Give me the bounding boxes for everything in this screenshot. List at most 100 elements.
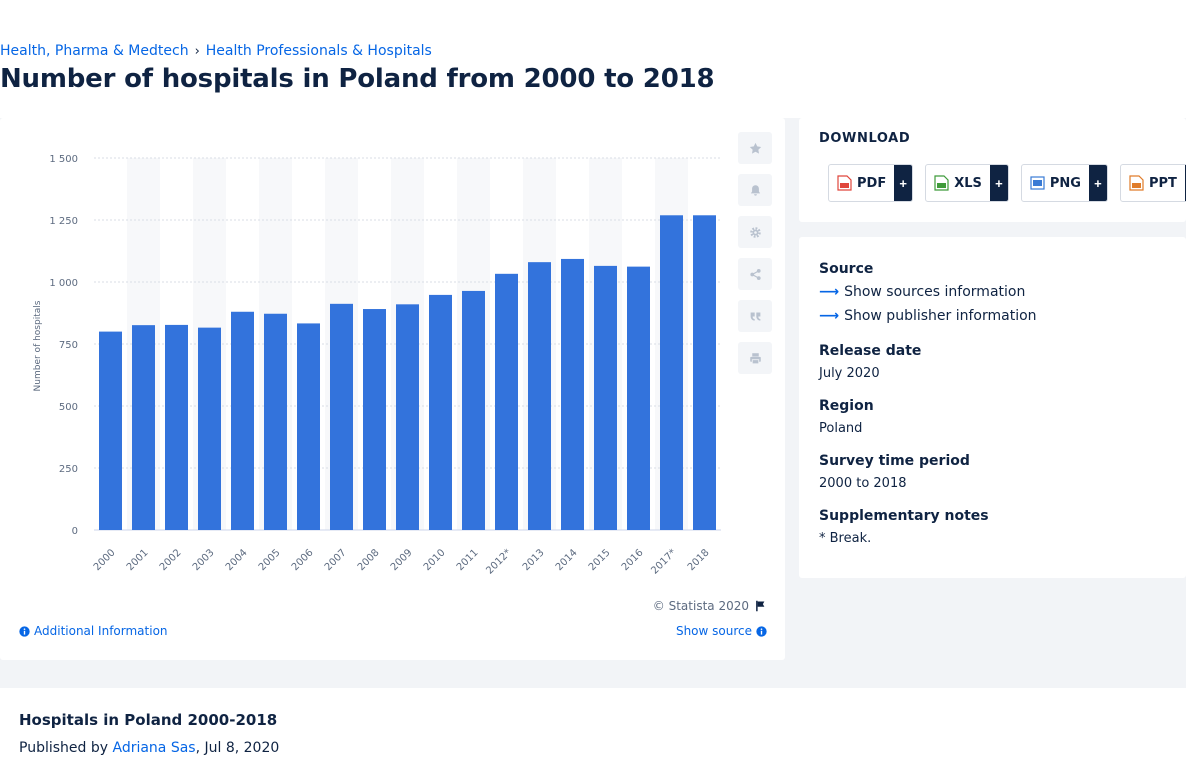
chart-bar xyxy=(165,324,188,530)
chart-bar xyxy=(693,215,716,530)
print-button[interactable] xyxy=(738,342,772,374)
download-png-button[interactable]: PNG + xyxy=(1020,164,1108,202)
survey-period-label: Survey time period xyxy=(819,453,970,469)
chart-bar xyxy=(528,262,551,530)
show-publisher-link[interactable]: ⟶ Show publisher information xyxy=(819,308,1037,324)
chart-bar xyxy=(264,313,287,530)
published-by-label: Published by xyxy=(19,740,109,756)
chart-bar xyxy=(660,215,683,530)
png-label: PNG xyxy=(1049,175,1081,191)
publication-title: Hospitals in Poland 2000-2018 xyxy=(19,711,278,729)
source-label: Source xyxy=(819,261,874,277)
publication-byline: Published by Adriana Sas, Jul 8, 2020 xyxy=(19,740,279,756)
ppt-label: PPT xyxy=(1148,175,1177,191)
x-tick-label: 2001 xyxy=(125,547,151,573)
x-tick-label: 2012* xyxy=(484,547,513,576)
x-tick-label: 2010 xyxy=(422,547,448,573)
settings-button[interactable] xyxy=(738,216,772,248)
top-band xyxy=(0,0,1186,118)
x-tick-label: 2008 xyxy=(356,547,382,573)
supplementary-notes-label: Supplementary notes xyxy=(819,508,989,524)
statistic-info-panel: Source ⟶ Show sources information ⟶ Show… xyxy=(799,237,1186,578)
additional-information-link[interactable]: Additional Information xyxy=(19,624,168,638)
chart-bar xyxy=(363,309,386,530)
region-value: Poland xyxy=(819,421,863,436)
region-label: Region xyxy=(819,398,874,414)
bell-icon xyxy=(750,184,760,196)
x-tick-label: 2013 xyxy=(521,547,547,573)
x-tick-label: 2016 xyxy=(620,547,646,573)
x-tick-label: 2009 xyxy=(389,547,415,573)
y-axis-title: Number of hospitals xyxy=(33,300,43,391)
chart-bar xyxy=(396,304,419,530)
arrow-right-icon: ⟶ xyxy=(819,284,840,300)
release-date-label: Release date xyxy=(819,343,922,359)
show-source-link[interactable]: Show source xyxy=(676,624,767,638)
pdf-plus-badge: + xyxy=(894,165,913,201)
cite-button[interactable] xyxy=(738,300,772,332)
breadcrumb-item-health-professionals[interactable]: Health Professionals & Hospitals xyxy=(205,43,432,59)
chart-bar xyxy=(495,273,518,530)
favorite-button[interactable] xyxy=(738,132,772,164)
ppt-file-icon xyxy=(1129,175,1144,191)
pdf-label: PDF xyxy=(857,175,887,191)
share-button[interactable] xyxy=(738,258,772,290)
print-icon xyxy=(749,352,761,364)
xls-label: XLS xyxy=(954,175,982,191)
show-sources-link[interactable]: ⟶ Show sources information xyxy=(819,284,1025,300)
pdf-file-icon xyxy=(837,175,852,191)
x-tick-label: 2015 xyxy=(587,547,613,573)
alert-button[interactable] xyxy=(738,174,772,206)
supplementary-notes-value: * Break. xyxy=(819,531,872,546)
info-circle-icon xyxy=(756,625,767,637)
share-icon xyxy=(749,268,761,280)
download-xls-button[interactable]: XLS + xyxy=(925,164,1009,202)
y-tick-label: 0 xyxy=(72,526,78,537)
png-plus-badge: + xyxy=(1088,165,1107,201)
png-file-icon xyxy=(1030,176,1045,190)
breadcrumb-item-health[interactable]: Health, Pharma & Medtech xyxy=(0,43,189,59)
page-title: Number of hospitals in Poland from 2000 … xyxy=(0,64,715,94)
x-tick-label: 2003 xyxy=(191,547,217,573)
y-tick-label: 500 xyxy=(59,402,78,413)
author-link[interactable]: Adriana Sas xyxy=(112,740,196,756)
show-source-label: Show source xyxy=(675,624,752,638)
chart-bar xyxy=(561,258,584,530)
copyright-notice: © Statista 2020 xyxy=(653,599,767,613)
y-tick-label: 250 xyxy=(59,464,78,475)
chart-bar xyxy=(462,290,485,530)
chart-bar xyxy=(297,323,320,530)
x-tick-label: 2006 xyxy=(290,547,316,573)
show-sources-label: Show sources information xyxy=(844,284,1026,300)
y-tick-label: 1 500 xyxy=(49,154,78,165)
chart-bar xyxy=(231,311,254,530)
x-tick-label: 2017* xyxy=(649,547,678,576)
download-pdf-button[interactable]: PDF + xyxy=(828,164,914,202)
gear-icon xyxy=(749,226,761,238)
x-tick-label: 2000 xyxy=(92,547,118,573)
x-tick-label: 2011 xyxy=(455,547,481,573)
xls-file-icon xyxy=(934,175,949,191)
y-tick-label: 1 250 xyxy=(49,216,78,227)
additional-information-label: Additional Information xyxy=(34,624,168,638)
survey-period-value: 2000 to 2018 xyxy=(819,476,907,491)
download-panel: DOWNLOAD PDF + XLS + PNG + PPT + xyxy=(799,118,1186,222)
download-title: DOWNLOAD xyxy=(819,131,911,146)
flag-icon[interactable] xyxy=(755,600,767,612)
breadcrumb: Health, Pharma & Medtech › Health Professi… xyxy=(0,43,432,59)
publication-date: , Jul 8, 2020 xyxy=(195,740,280,756)
chart-bar xyxy=(594,265,617,530)
download-ppt-button[interactable]: PPT + xyxy=(1119,164,1186,202)
quote-icon xyxy=(750,311,760,321)
chart-bar xyxy=(330,303,353,530)
download-buttons: PDF + XLS + PNG + PPT + xyxy=(828,164,1186,202)
chart-bar xyxy=(627,266,650,530)
y-tick-label: 1 000 xyxy=(49,278,78,289)
arrow-right-icon: ⟶ xyxy=(819,308,840,324)
chart-bar xyxy=(132,325,155,530)
show-publisher-label: Show publisher information xyxy=(844,308,1037,324)
y-tick-label: 750 xyxy=(59,340,78,351)
chart-bar xyxy=(198,327,221,530)
x-tick-label: 2018 xyxy=(686,547,712,573)
x-tick-label: 2002 xyxy=(158,547,184,573)
